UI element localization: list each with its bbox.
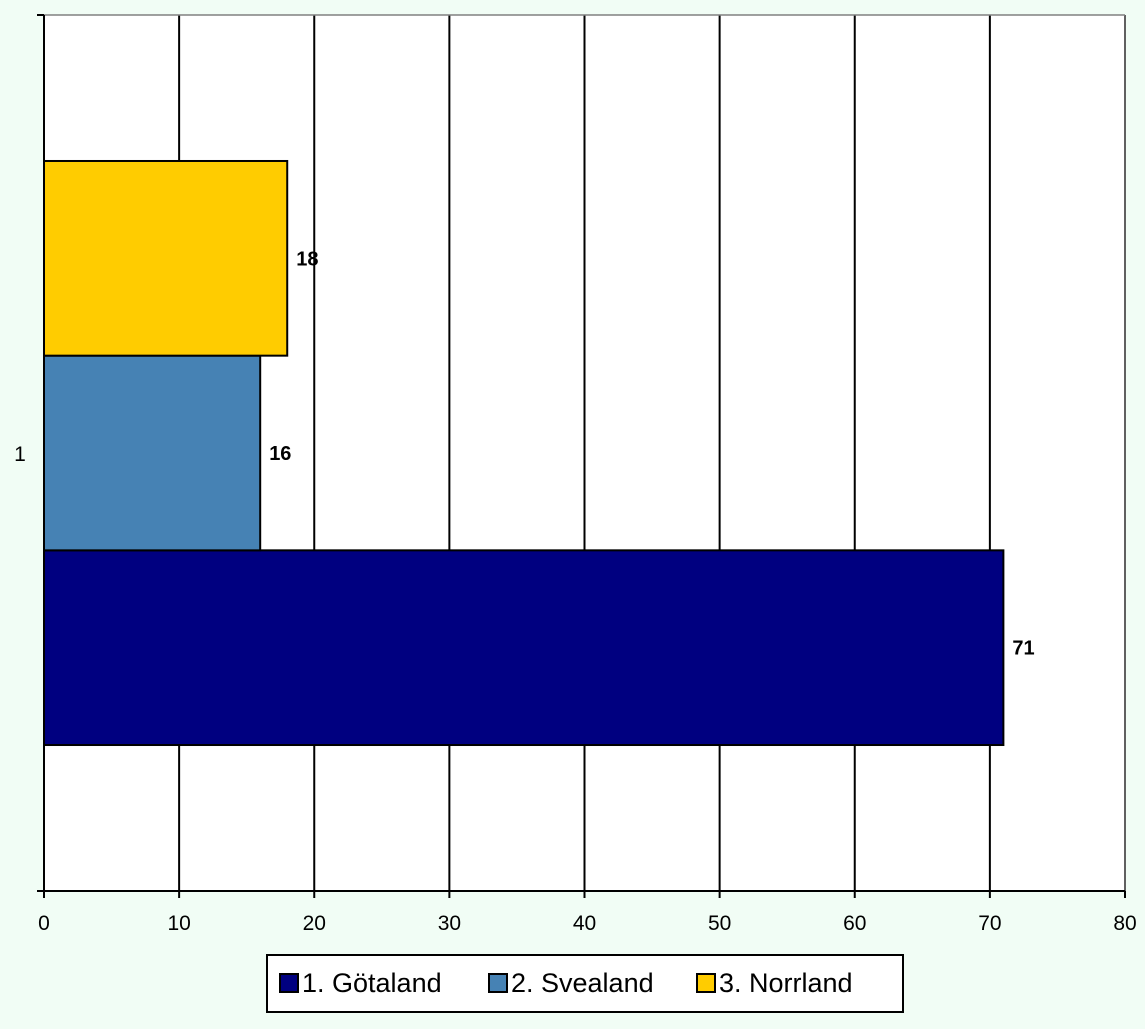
- bar: [43, 354, 262, 552]
- x-tick-label: 40: [573, 912, 596, 935]
- data-label: 71: [1012, 638, 1034, 660]
- x-tick-label: 60: [843, 912, 866, 935]
- legend: 1. Götaland 2. Svealand 3. Norrland: [266, 954, 904, 1013]
- legend-swatch: [488, 973, 508, 993]
- legend-label: 2. Svealand: [511, 968, 654, 998]
- legend-label: 3. Norrland: [719, 968, 853, 998]
- legend-label: 1. Götaland: [302, 968, 442, 998]
- x-tick-label: 20: [303, 912, 326, 935]
- bar: [43, 159, 289, 357]
- x-tick-label: 80: [1113, 912, 1136, 935]
- x-tick-label: 10: [167, 912, 190, 935]
- legend-swatch: [279, 973, 299, 993]
- category-label: 1: [14, 443, 26, 466]
- x-tick-label: 50: [708, 912, 731, 935]
- data-label: 18: [296, 248, 318, 270]
- x-tick-label: 0: [38, 912, 50, 935]
- legend-swatch: [696, 973, 716, 993]
- bar: [43, 549, 1005, 747]
- axes: 10 10 20 30 40 50 60 70 80: [14, 14, 1137, 935]
- x-tick-label: 70: [978, 912, 1001, 935]
- data-labels: 71 16 18: [269, 248, 1034, 659]
- legend-box: [266, 954, 904, 1013]
- x-tick-label: 30: [438, 912, 461, 935]
- data-label: 16: [269, 443, 291, 465]
